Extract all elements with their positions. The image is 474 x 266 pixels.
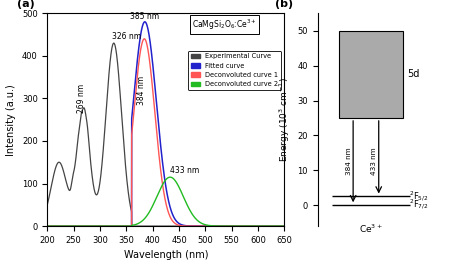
Deconvoluted curve 2 bbox=[57, 225, 63, 228]
Experimental Curve bbox=[275, 225, 281, 228]
Deconvoluted curve 2 bbox=[45, 225, 50, 228]
Text: 384 nm: 384 nm bbox=[346, 148, 352, 175]
Experimental Curve bbox=[282, 225, 287, 228]
Deconvoluted curve 2 bbox=[282, 225, 287, 228]
Experimental Curve bbox=[129, 225, 135, 228]
Text: CaMgSi$_2$O$_6$:Ce$^{3+}$: CaMgSi$_2$O$_6$:Ce$^{3+}$ bbox=[192, 18, 257, 32]
Text: $^2$F$_{7/2}$: $^2$F$_{7/2}$ bbox=[409, 198, 428, 212]
Line: Experimental Curve: Experimental Curve bbox=[47, 43, 284, 226]
Deconvoluted curve 2 bbox=[274, 225, 280, 228]
Text: $^2$F$_{5/2}$: $^2$F$_{5/2}$ bbox=[409, 189, 428, 203]
Deconvoluted curve 1 bbox=[154, 128, 159, 132]
Deconvoluted curve 1 bbox=[282, 225, 287, 228]
Fitted curve bbox=[231, 225, 237, 228]
Deconvoluted curve 2 bbox=[275, 225, 281, 228]
Deconvoluted curve 1 bbox=[45, 225, 50, 228]
Text: 269 nm: 269 nm bbox=[77, 84, 86, 113]
Deconvoluted curve 2 bbox=[167, 176, 173, 179]
Deconvoluted curve 1 bbox=[231, 225, 237, 228]
Text: 384 nm: 384 nm bbox=[137, 76, 146, 105]
Fitted curve bbox=[154, 101, 159, 104]
Y-axis label: Energy (10$^3$ cm$^{-1}$): Energy (10$^3$ cm$^{-1}$) bbox=[277, 77, 292, 162]
Fitted curve bbox=[282, 225, 287, 228]
Text: 5d: 5d bbox=[407, 69, 419, 79]
Fitted curve bbox=[57, 225, 63, 228]
Experimental Curve bbox=[160, 225, 166, 228]
Experimental Curve bbox=[275, 225, 281, 228]
Deconvoluted curve 2 bbox=[160, 183, 165, 186]
Experimental Curve bbox=[45, 203, 50, 206]
Fitted curve bbox=[274, 225, 280, 228]
Deconvoluted curve 1 bbox=[274, 225, 280, 228]
Deconvoluted curve 1 bbox=[57, 225, 63, 228]
Text: 433 nm: 433 nm bbox=[170, 166, 200, 175]
Text: (b): (b) bbox=[275, 0, 293, 9]
Fitted curve bbox=[160, 163, 165, 166]
Experimental Curve bbox=[57, 161, 63, 164]
Experimental Curve bbox=[154, 225, 159, 228]
Fitted curve bbox=[142, 20, 148, 23]
Text: 385 nm: 385 nm bbox=[130, 11, 159, 20]
Fitted curve bbox=[45, 225, 50, 228]
Legend: Experimental Curve, Fitted curve, Deconvoluted curve 1, Deconvoluted curve 2: Experimental Curve, Fitted curve, Deconv… bbox=[188, 51, 281, 90]
Text: Ce$^{3+}$: Ce$^{3+}$ bbox=[359, 223, 383, 235]
X-axis label: Wavelength (nm): Wavelength (nm) bbox=[124, 250, 208, 260]
Deconvoluted curve 1 bbox=[275, 225, 281, 228]
Fitted curve bbox=[275, 225, 281, 228]
Deconvoluted curve 2 bbox=[154, 196, 159, 199]
Y-axis label: Intensity (a.u.): Intensity (a.u.) bbox=[6, 84, 16, 156]
Deconvoluted curve 1 bbox=[160, 184, 165, 187]
Bar bbox=[339, 31, 403, 118]
Text: 326 nm: 326 nm bbox=[112, 32, 141, 41]
Deconvoluted curve 2 bbox=[231, 225, 237, 228]
Line: Deconvoluted curve 1: Deconvoluted curve 1 bbox=[47, 39, 284, 226]
Deconvoluted curve 1 bbox=[141, 37, 147, 40]
Text: (a): (a) bbox=[17, 0, 34, 9]
Line: Deconvoluted curve 2: Deconvoluted curve 2 bbox=[47, 177, 284, 226]
Line: Fitted curve: Fitted curve bbox=[47, 22, 284, 226]
Text: 433 nm: 433 nm bbox=[372, 148, 377, 175]
Experimental Curve bbox=[231, 225, 237, 228]
Experimental Curve bbox=[111, 41, 117, 45]
